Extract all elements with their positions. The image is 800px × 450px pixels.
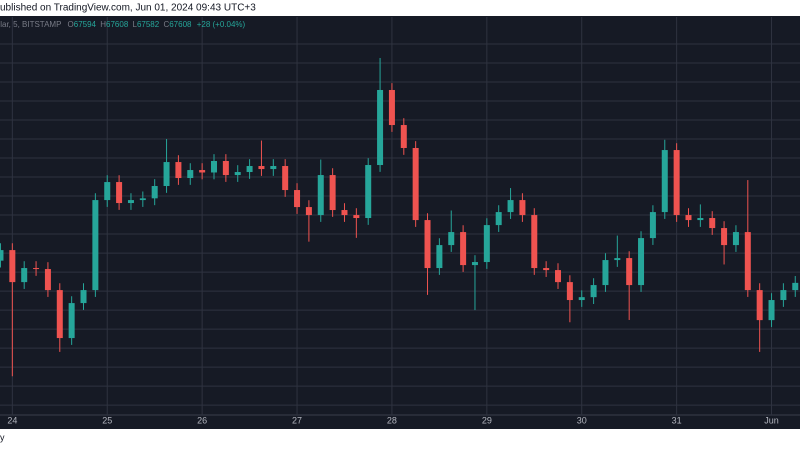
candle-body	[199, 170, 206, 173]
x-tick-label: 27	[292, 415, 302, 425]
candle-body	[377, 89, 384, 166]
candle-body	[638, 238, 645, 286]
candle-body	[21, 268, 28, 283]
candle-body	[519, 200, 526, 216]
candle-body	[80, 290, 87, 304]
symbol: ollar, 5, BITSTAMP	[0, 20, 61, 29]
candle-body	[0, 250, 4, 261]
legend: ollar, 5, BITSTAMP O67594 H67608 L67582 …	[0, 20, 246, 29]
x-tick-label: 31	[672, 415, 682, 425]
x-tick-label: 25	[102, 415, 112, 425]
candle-body	[258, 166, 265, 170]
candle-body	[341, 210, 348, 216]
candle-body	[614, 258, 621, 261]
legend-low: 67582	[137, 20, 160, 29]
legend-o-label: O	[68, 20, 74, 29]
candle-body	[163, 162, 170, 187]
candle-body	[210, 160, 217, 173]
candle-body	[305, 207, 312, 216]
candle-body	[590, 285, 597, 298]
candle-body	[507, 200, 514, 213]
candle-body	[127, 200, 134, 204]
candle-body	[139, 198, 146, 201]
candle-body	[721, 228, 728, 246]
candle-body	[424, 220, 431, 269]
candle-body	[388, 89, 395, 126]
candle-body	[282, 166, 289, 191]
candle-body	[412, 147, 419, 221]
candle-body	[768, 300, 775, 321]
candle-body	[483, 225, 490, 263]
x-tick-label: 26	[197, 415, 207, 425]
candle-body	[104, 182, 111, 201]
plot-background	[0, 16, 800, 429]
candle-body	[649, 212, 656, 239]
candle-body	[448, 232, 455, 246]
candle-body	[555, 270, 562, 283]
legend-change: +28 (+0.04%)	[197, 20, 246, 29]
legend-high: 67608	[106, 20, 129, 29]
candle-body	[9, 250, 16, 283]
candle-body	[222, 160, 229, 176]
x-tick-label: Jun	[764, 415, 779, 425]
candle-body	[294, 190, 301, 208]
candle-body	[353, 215, 360, 219]
candle-body	[116, 182, 123, 204]
candle-body	[661, 150, 668, 213]
candle-body	[56, 290, 63, 339]
candle-body	[566, 282, 573, 301]
candle-body	[400, 125, 407, 148]
legend-close: 67608	[169, 20, 192, 29]
candle-body	[317, 175, 324, 216]
candle-body	[578, 297, 585, 301]
candle-body	[436, 245, 443, 269]
candle-body	[92, 200, 99, 291]
x-tick-label: 24	[7, 415, 17, 425]
candle-body	[187, 170, 194, 179]
candle-body	[673, 150, 680, 216]
candle-body	[234, 172, 241, 176]
legend-c-label: C	[163, 20, 169, 29]
candle-body	[697, 218, 704, 221]
x-tick-label: 29	[482, 415, 492, 425]
candle-body	[329, 175, 336, 211]
candle-body	[246, 166, 253, 173]
candle-body	[151, 186, 158, 199]
candle-body	[732, 232, 739, 246]
candle-body	[270, 166, 277, 170]
candle-body	[543, 268, 550, 271]
candle-body	[626, 258, 633, 286]
candle-body	[685, 215, 692, 221]
candle-body	[531, 215, 538, 269]
candle-body	[495, 212, 502, 226]
legend-h-label: H	[100, 20, 106, 29]
x-axis: 24 25 26 27 28 29 30 31 Jun	[7, 415, 778, 425]
candle-body	[175, 162, 182, 179]
candle-body	[44, 269, 51, 291]
x-tick-label: 30	[577, 415, 587, 425]
candle-body	[33, 268, 40, 270]
candle-body	[744, 232, 751, 291]
candle-body	[68, 303, 75, 339]
footer-note: y	[0, 432, 5, 442]
legend-open: 67594	[74, 20, 97, 29]
candle-body	[602, 260, 609, 286]
candles	[0, 57, 799, 377]
top-bar	[0, 0, 800, 16]
candle-body	[756, 290, 763, 321]
x-tick-label: 28	[387, 415, 397, 425]
published-note: ublished on TradingView.com, Jun 01, 202…	[0, 3, 256, 14]
candle-body	[709, 218, 716, 229]
legend-l-label: L	[133, 20, 138, 29]
candle-body	[365, 165, 372, 219]
candle-body	[471, 262, 478, 266]
candle-body	[792, 282, 799, 291]
candle-body	[460, 232, 467, 266]
candle-body	[780, 290, 787, 301]
